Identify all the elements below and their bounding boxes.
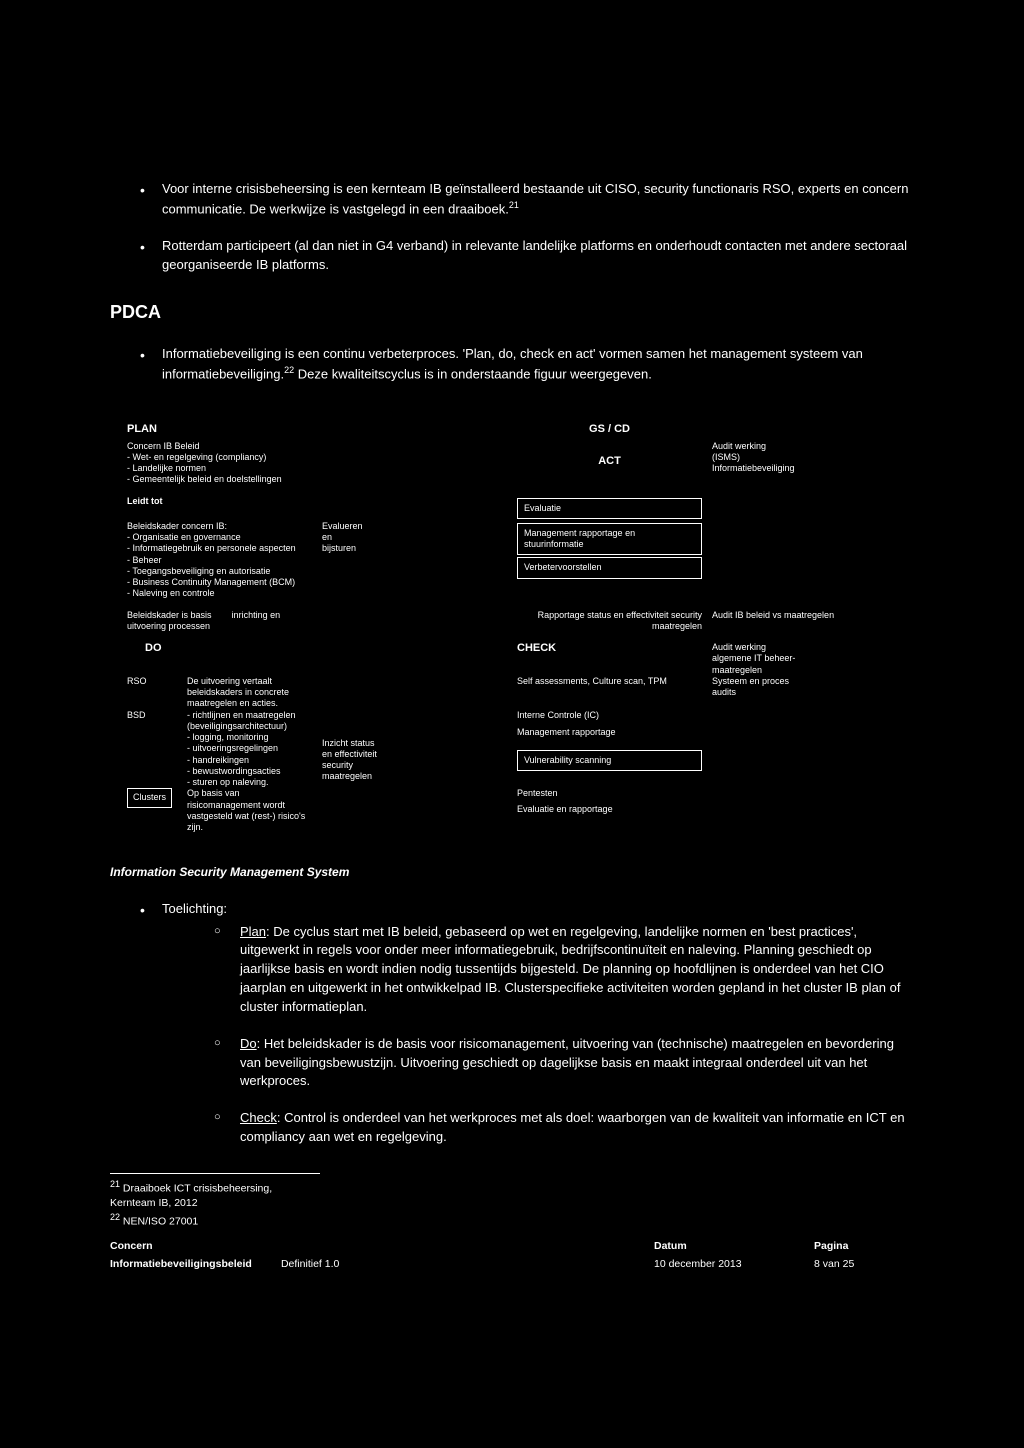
footer-datum-label: Datum: [654, 1239, 814, 1254]
footer-datum: 10 december 2013: [654, 1257, 814, 1272]
bsd-text: - richtlijnen en maatregelen (beveiligin…: [187, 710, 312, 789]
audit-text-3: Audit werking algemene IT beheer- maatre…: [712, 642, 897, 676]
sub-plan: Plan: De cyclus start met IB beleid, geb…: [214, 923, 914, 1017]
pdca-intro-bullet: Informatiebeveiliging is een continu ver…: [140, 345, 914, 384]
toelichting-label: Toelichting:: [162, 901, 227, 916]
gs-cd-label: GS / CD: [517, 423, 702, 437]
evalueren-mid: Evalueren en bijsturen: [322, 521, 507, 600]
footnote-ref-21: 21: [509, 200, 519, 210]
footer-row-1: Concern Datum Pagina: [110, 1239, 914, 1254]
rso-label: RSO: [127, 676, 177, 710]
footer-pagina-label: Pagina: [814, 1239, 914, 1254]
evaluatie-box: Evaluatie: [517, 498, 702, 519]
footnote-21: 21 Draaiboek ICT crisisbeheersing, Kernt…: [110, 1178, 320, 1211]
act-box-verbetervoorstellen: Verbetervoorstellen: [517, 557, 702, 578]
vulnerability-box: Vulnerability scanning: [517, 750, 702, 771]
act-header: ACT: [517, 455, 702, 469]
check-evaluatie-rapportage: Evaluatie en rapportage: [517, 804, 702, 815]
sub-do: Do: Het beleidskader is de basis voor ri…: [214, 1035, 914, 1092]
clusters-box: Clusters: [127, 788, 172, 807]
check-interne-controle: Interne Controle (IC): [517, 710, 702, 721]
check-pentesten: Pentesten: [517, 788, 702, 799]
rso-text: De uitvoering vertaalt beleidskaders in …: [187, 676, 312, 710]
fn21-num: 21: [110, 1179, 120, 1189]
intro-bullet-2-text: Rotterdam participeert (al dan niet in G…: [162, 238, 907, 272]
pdca-intro-list: Informatiebeveiliging is een continu ver…: [110, 345, 914, 384]
sub-check-rest: : Control is onderdeel van het werkproce…: [240, 1110, 905, 1144]
sub-do-u: Do: [240, 1036, 257, 1051]
beleidskader-items: - Organisatie en governance - Informatie…: [127, 532, 312, 600]
footer-version: Definitief 1.0: [281, 1258, 339, 1270]
do-header: DO: [145, 642, 312, 656]
concern-items: - Wet- en regelgeving (compliancy) - Lan…: [127, 452, 312, 486]
beleidskader-title: Beleidskader concern IB:: [127, 521, 312, 532]
audit-text-4: Systeem en proces audits: [712, 676, 897, 710]
footer-pagina: 8 van 25: [814, 1257, 914, 1272]
sub-plan-rest: : De cyclus start met IB beleid, gebasee…: [240, 924, 901, 1014]
footnote-ref-22: 22: [284, 365, 294, 375]
diagram-caption: Information Security Management System: [110, 864, 914, 881]
intro-bullet-1-text: Voor interne crisisbeheersing is een ker…: [162, 181, 908, 216]
intro-bullet-2: Rotterdam participeert (al dan niet in G…: [140, 237, 914, 275]
intro-bullet-1: Voor interne crisisbeheersing is een ker…: [140, 180, 914, 219]
toelichting-list: Toelichting: Plan: De cyclus start met I…: [110, 900, 914, 1147]
bsd-label: BSD: [127, 710, 177, 789]
sub-check-u: Check: [240, 1110, 277, 1125]
concern-title: Concern IB Beleid: [127, 441, 312, 452]
footnote-22: 22 NEN/ISO 27001: [110, 1211, 320, 1229]
basis-left: Beleidskader is basis: [127, 610, 212, 620]
fn22-num: 22: [110, 1212, 120, 1222]
inzicht-status: Inzicht status en effectiviteit security…: [322, 710, 507, 789]
footer-concern: Concern: [110, 1239, 654, 1254]
footer-row-2: Informatiebeveiligingsbeleid Definitief …: [110, 1257, 914, 1272]
sub-plan-u: Plan: [240, 924, 266, 939]
toelichting-sublist: Plan: De cyclus start met IB beleid, geb…: [162, 923, 914, 1147]
sub-check: Check: Control is onderdeel van het werk…: [214, 1109, 914, 1147]
plan-header: PLAN: [127, 423, 312, 437]
leidt-tot-label: Leidt tot: [127, 496, 312, 507]
footer-title: Informatiebeveiligingsbeleid: [110, 1258, 252, 1270]
sub-do-rest: : Het beleidskader is de basis voor risi…: [240, 1036, 894, 1089]
pdca-diagram: PLAN GS / CD Concern IB Beleid - Wet- en…: [110, 408, 914, 849]
footnotes: 21 Draaiboek ICT crisisbeheersing, Kernt…: [110, 1173, 320, 1229]
toelichting-bullet: Toelichting: Plan: De cyclus start met I…: [140, 900, 914, 1147]
pdca-intro-post: Deze kwaliteitscyclus is in onderstaande…: [294, 366, 652, 381]
fn22-text: NEN/ISO 27001: [120, 1215, 198, 1227]
basis-right: Rapportage status en effectiviteit secur…: [517, 610, 702, 633]
intro-bullets: Voor interne crisisbeheersing is een ker…: [110, 180, 914, 275]
act-box-mgmt-rapportage: Management rapportage en stuurinformatie: [517, 523, 702, 556]
check-header: CHECK: [517, 642, 702, 656]
audit-text-2: Audit IB beleid vs maatregelen: [712, 610, 897, 633]
fn21-text: Draaiboek ICT crisisbeheersing, Kernteam…: [110, 1182, 272, 1209]
audit-text-1: Audit werking (ISMS) Informatiebeveiligi…: [712, 441, 897, 486]
clusters-text: Op basis van risicomanagement wordt vast…: [187, 788, 312, 833]
section-heading-pdca: PDCA: [110, 299, 914, 325]
check-self-assessments: Self assessments, Culture scan, TPM: [517, 676, 702, 710]
check-mgmt-rapportage: Management rapportage: [517, 727, 702, 738]
